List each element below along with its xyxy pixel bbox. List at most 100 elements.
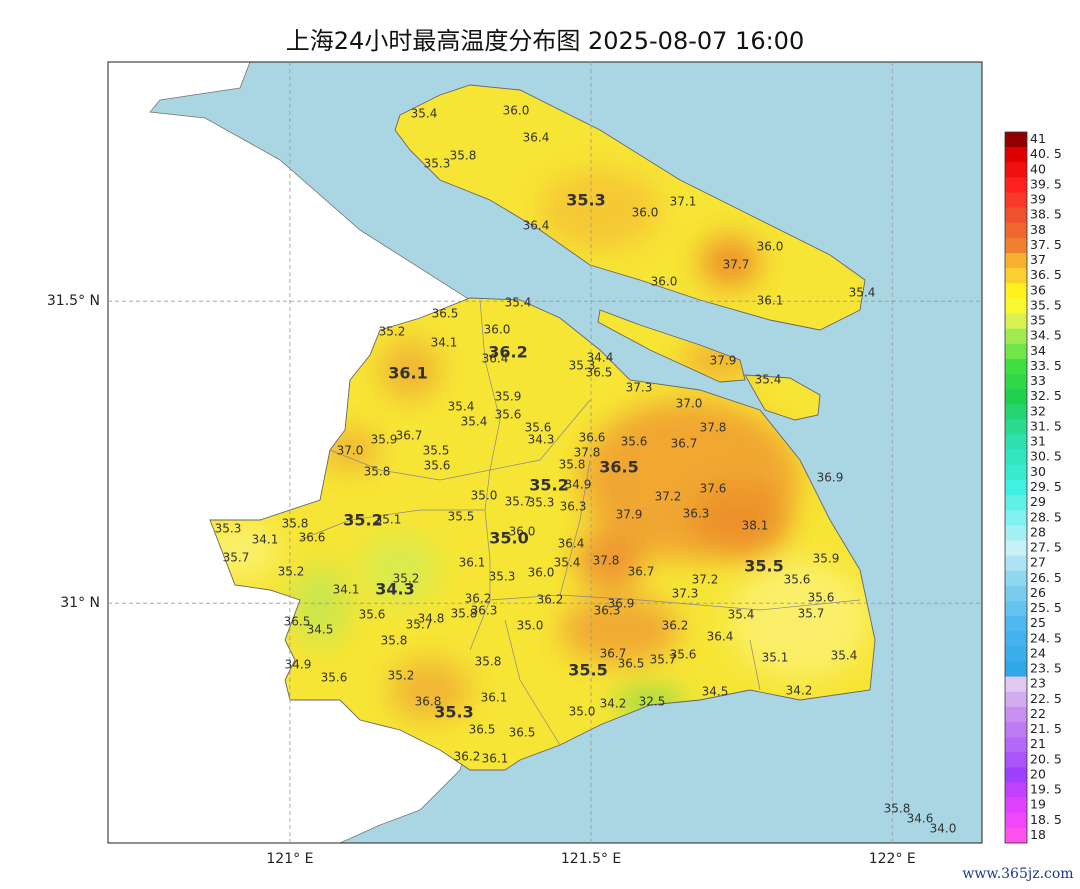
colorbar-tick-label: 20 xyxy=(1030,766,1046,781)
station-value: 35.9 xyxy=(813,552,840,566)
colorbar-cell xyxy=(1005,676,1027,693)
colorbar-tick-label: 26. 5 xyxy=(1030,570,1062,585)
station-value: 37.3 xyxy=(672,587,699,601)
station-value: 35.3 xyxy=(569,359,596,373)
coastlines xyxy=(209,84,876,771)
station-value: 36.1 xyxy=(481,691,508,705)
x-tick-label: 122° E xyxy=(869,851,916,867)
station-value: 38.1 xyxy=(742,519,769,533)
station-value: 35.4 xyxy=(831,649,858,663)
station-value: 35.7 xyxy=(650,653,677,667)
colorbar-cell xyxy=(1005,343,1027,360)
colorbar-cell xyxy=(1005,177,1027,193)
station-value: 35.8 xyxy=(884,802,911,816)
colorbar-cell xyxy=(1005,449,1027,466)
colorbar-cell xyxy=(1005,268,1027,284)
station-labels: 35.4 36.036.435.835.336.436.037.137.736.0… xyxy=(215,104,957,836)
colorbar-cell xyxy=(1005,237,1027,254)
station-value: 36.3 xyxy=(594,604,621,618)
colorbar-cell xyxy=(1005,585,1027,602)
colorbar-cell xyxy=(1005,646,1027,662)
colorbar-tick-label: 29. 5 xyxy=(1030,479,1062,494)
colorbar-cell xyxy=(1005,464,1027,481)
station-value: 35.8 xyxy=(450,149,477,163)
station-value: 35.2 xyxy=(388,669,415,683)
station-value: 35.6 xyxy=(321,671,348,685)
colorbar-cell xyxy=(1005,132,1027,148)
station-value: 37.2 xyxy=(655,490,682,504)
station-value: 36.5 xyxy=(509,726,536,740)
colorbar-tick-label: 22 xyxy=(1030,706,1046,721)
colorbar-cell xyxy=(1005,691,1027,708)
station-value: 36.5 xyxy=(586,366,613,380)
station-value: 36.1 xyxy=(757,294,784,308)
station-value: 37.0 xyxy=(337,444,364,458)
colorbar-cell xyxy=(1005,389,1027,405)
colorbar-cell xyxy=(1005,752,1027,768)
colorbar-tick-label: 21. 5 xyxy=(1030,721,1062,736)
colorbar-cell xyxy=(1005,479,1027,496)
station-value: 35.6 xyxy=(525,421,552,435)
station-value: 35.4 xyxy=(505,296,532,310)
colorbar-frame xyxy=(1004,131,1028,844)
station-value: 36.5 xyxy=(618,657,645,671)
colorbar-tick-label: 33. 5 xyxy=(1030,358,1062,373)
x-tick-label: 121° E xyxy=(266,851,313,867)
colorbar-tick-label: 30 xyxy=(1030,464,1046,479)
station-value: 36.2 xyxy=(537,593,564,607)
station-value: 36.3 xyxy=(471,604,498,618)
station-value: 35.2 xyxy=(379,325,406,339)
station-value: 34.1 xyxy=(333,583,360,597)
station-value: 36.2 xyxy=(662,619,689,633)
station-value: 35.8 xyxy=(475,655,502,669)
colorbar-tick-label: 38 xyxy=(1030,222,1046,237)
colorbar-cell xyxy=(1005,298,1027,314)
district-value: 35.2 xyxy=(529,476,568,495)
station-value: 35.1 xyxy=(375,513,402,527)
colorbar-tick-label: 39. 5 xyxy=(1030,176,1062,191)
station-value: 34.2 xyxy=(786,684,813,698)
colorbar-tick-label: 25. 5 xyxy=(1030,600,1062,615)
station-value: 36.6 xyxy=(579,431,606,445)
station-value: 37.1 xyxy=(670,195,697,209)
colorbar-tick-label: 26 xyxy=(1030,585,1046,600)
station-value: 36.1 xyxy=(482,752,509,766)
colorbar-cell xyxy=(1005,767,1027,783)
y-tick-label: 31.5° N xyxy=(47,293,100,309)
station-value: 35.6 xyxy=(670,648,697,662)
station-value: 35.6 xyxy=(359,608,386,622)
colorbar-tick-label: 27 xyxy=(1030,555,1046,570)
colorbar-cell xyxy=(1005,706,1027,723)
station-value: 35.0 xyxy=(517,619,544,633)
station-value: 36.7 xyxy=(600,647,627,661)
colorbar-cell xyxy=(1005,162,1027,178)
station-value: 35.6 xyxy=(621,435,648,449)
district-value: 36.5 xyxy=(599,458,638,477)
colorbar-tick-label: 37. 5 xyxy=(1030,237,1062,252)
station-value: 36.4 xyxy=(523,219,550,233)
station-value: 37.6 xyxy=(700,482,727,496)
colorbar-cell xyxy=(1005,147,1027,163)
colorbar-tick-label: 28. 5 xyxy=(1030,509,1062,524)
colorbar-cell xyxy=(1005,207,1027,224)
colorbar-tick-label: 32. 5 xyxy=(1030,388,1062,403)
station-value: 34.5 xyxy=(307,623,334,637)
colorbar-tick-label: 23. 5 xyxy=(1030,661,1062,676)
district-value: 35.0 xyxy=(489,529,528,548)
colorbar-tick-label: 34 xyxy=(1030,343,1046,358)
station-value: 34.4 xyxy=(587,351,614,365)
station-value: 35.8 xyxy=(282,517,309,531)
colorbar-cell xyxy=(1005,661,1027,677)
colorbar-tick-label: 40. 5 xyxy=(1030,146,1062,161)
colorbar-tick-label: 20. 5 xyxy=(1030,751,1062,766)
colorbar-tick-label: 22. 5 xyxy=(1030,691,1062,706)
station-value: 37.9 xyxy=(710,354,737,368)
watermark: www.365jz.com xyxy=(962,866,1073,882)
station-value: 35.4 xyxy=(849,286,876,300)
station-value: 36.0 xyxy=(757,240,784,254)
colorbar-tick-label: 19 xyxy=(1030,797,1046,812)
station-value: 35.3 xyxy=(424,157,451,171)
